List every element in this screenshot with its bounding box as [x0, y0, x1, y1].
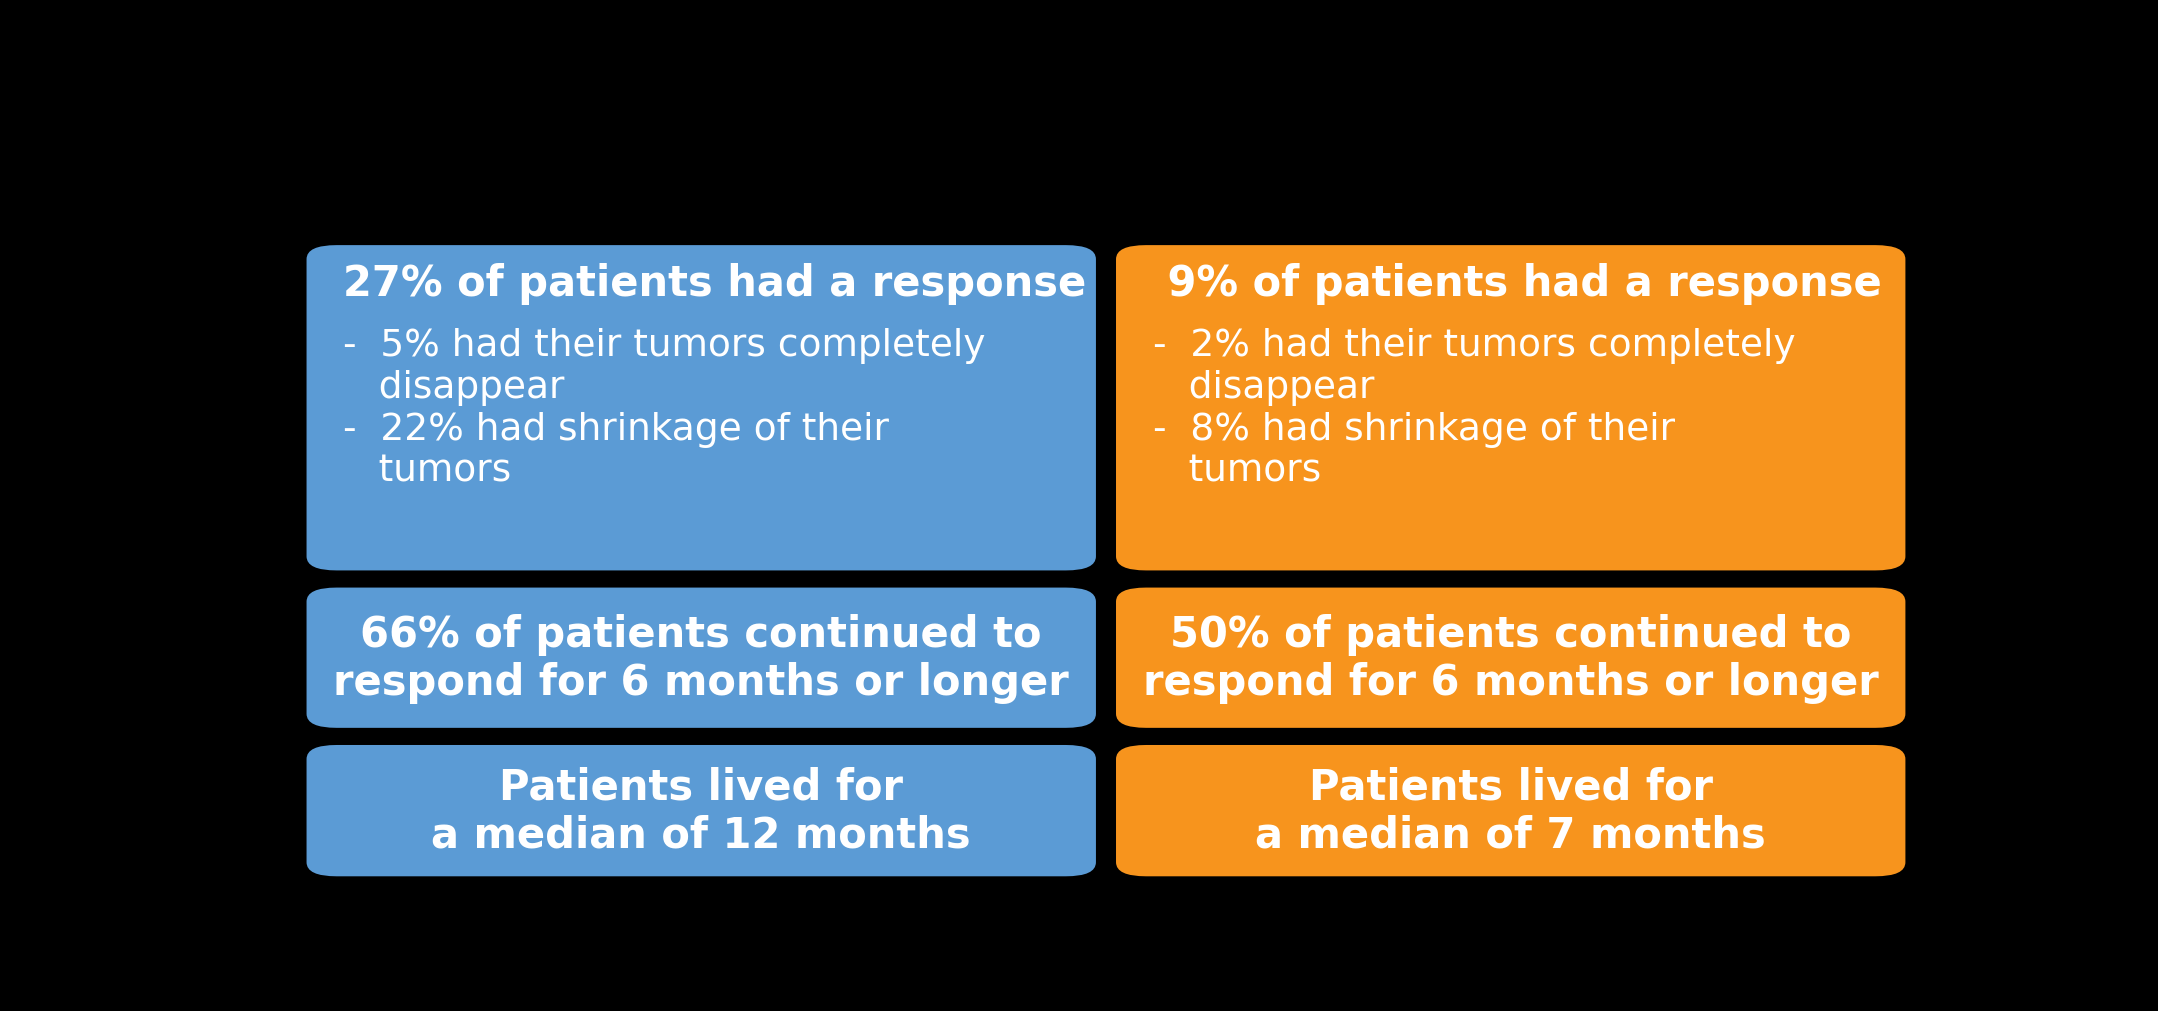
Text: disappear: disappear	[343, 370, 565, 405]
Text: Patients lived for: Patients lived for	[498, 765, 904, 808]
Text: Patients lived for: Patients lived for	[1308, 765, 1713, 808]
FancyBboxPatch shape	[306, 588, 1096, 728]
Text: respond for 6 months or longer: respond for 6 months or longer	[332, 661, 1068, 703]
Text: 27% of patients had a response: 27% of patients had a response	[343, 263, 1088, 304]
FancyBboxPatch shape	[306, 745, 1096, 877]
Text: -  8% had shrinkage of their: - 8% had shrinkage of their	[1152, 411, 1675, 448]
FancyBboxPatch shape	[1116, 745, 1906, 877]
Text: 9% of patients had a response: 9% of patients had a response	[1152, 263, 1882, 304]
Text: -  22% had shrinkage of their: - 22% had shrinkage of their	[343, 411, 889, 448]
Text: 66% of patients continued to: 66% of patients continued to	[360, 613, 1042, 655]
FancyBboxPatch shape	[1116, 588, 1906, 728]
Text: disappear: disappear	[1152, 370, 1375, 405]
FancyBboxPatch shape	[1116, 246, 1906, 571]
FancyBboxPatch shape	[306, 246, 1096, 571]
Text: tumors: tumors	[343, 453, 511, 489]
Text: -  2% had their tumors completely: - 2% had their tumors completely	[1152, 328, 1795, 364]
Text: a median of 7 months: a median of 7 months	[1256, 814, 1765, 856]
Text: tumors: tumors	[1152, 453, 1321, 489]
Text: -  5% had their tumors completely: - 5% had their tumors completely	[343, 328, 986, 364]
Text: respond for 6 months or longer: respond for 6 months or longer	[1144, 661, 1880, 703]
Text: a median of 12 months: a median of 12 months	[432, 814, 971, 856]
Text: 50% of patients continued to: 50% of patients continued to	[1170, 613, 1852, 655]
